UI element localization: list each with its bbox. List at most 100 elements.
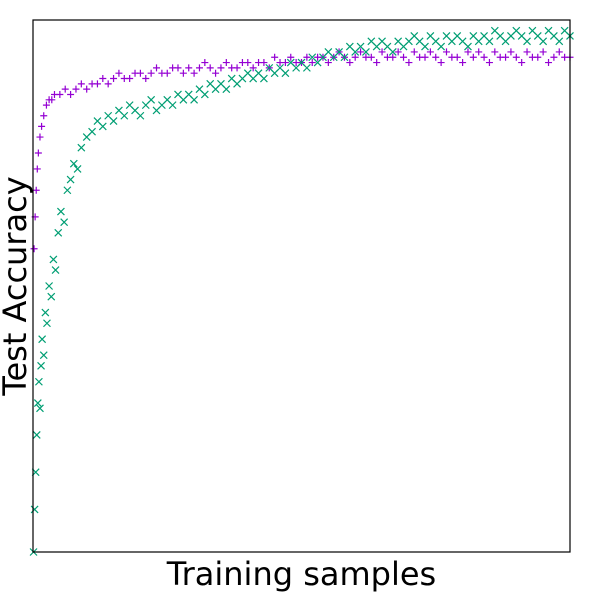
series-1-point-17 — [83, 85, 91, 93]
series-1-point-96 — [507, 48, 515, 56]
series-1-point-90 — [475, 48, 483, 56]
series-1-point-22 — [110, 75, 118, 83]
series-1-point-41 — [212, 69, 220, 77]
series-1-point-37 — [190, 69, 198, 77]
series-1-point-71 — [373, 59, 381, 67]
series-1-point-28 — [142, 75, 150, 83]
series-2-point-57 — [259, 74, 268, 83]
series-1-point-38 — [195, 64, 203, 72]
series-1-point-102 — [539, 48, 547, 56]
series-1-point-88 — [464, 48, 472, 56]
series-1-point-75 — [394, 48, 402, 56]
series-1-point-35 — [179, 69, 187, 77]
series-2-point-31 — [120, 111, 129, 120]
series-2-point-16 — [54, 228, 63, 237]
series-2-point-6 — [36, 404, 44, 413]
series-1-point-66 — [346, 59, 354, 67]
series-1-point-42 — [217, 64, 225, 72]
series-2-point-8 — [38, 335, 47, 344]
series-2-point-15 — [51, 266, 60, 274]
series-1-point-15 — [72, 85, 80, 93]
series-2-point-27 — [98, 122, 107, 131]
series-2-point-20 — [66, 175, 75, 184]
series-2-point-95 — [464, 42, 472, 51]
series-2 — [29, 26, 574, 556]
series-2-point-1 — [30, 505, 39, 514]
series-1-point-25 — [126, 75, 134, 83]
series-1-point-76 — [400, 53, 408, 61]
chart-marks — [29, 26, 574, 556]
series-2-point-12 — [45, 282, 54, 290]
series-1-point-47 — [244, 59, 252, 67]
series-1-point-91 — [480, 53, 488, 61]
series-1-point-10 — [48, 96, 56, 104]
series-2-point-61 — [281, 69, 290, 78]
series-2-point-19 — [63, 186, 72, 195]
series-1-point-89 — [469, 53, 477, 61]
series-1-point-83 — [437, 59, 445, 67]
series-1-point-30 — [153, 64, 161, 72]
series-1-point-36 — [185, 64, 193, 72]
series-1-point-3 — [33, 165, 41, 173]
series-1-point-74 — [389, 53, 397, 61]
series-2-point-65 — [302, 63, 311, 72]
series-2-point-99 — [485, 37, 494, 46]
series-2-point-5 — [34, 377, 43, 386]
series-2-point-36 — [147, 95, 156, 104]
series-2-point-25 — [88, 127, 96, 136]
series-1-point-82 — [432, 53, 440, 61]
series-2-point-106 — [523, 37, 531, 46]
series-1-point-86 — [453, 53, 461, 61]
series-2-point-81 — [388, 47, 397, 56]
series-2-point-13 — [47, 292, 56, 301]
series-1-point-105 — [555, 48, 563, 56]
series-1-point-27 — [136, 69, 144, 77]
series-2-point-4 — [33, 399, 42, 407]
series-2-point-22 — [73, 165, 82, 173]
series-1-point-97 — [512, 53, 520, 61]
series-1-point-70 — [367, 53, 375, 61]
series-1-point-8 — [42, 101, 50, 109]
series-1-point-87 — [459, 59, 467, 67]
series-1-point-14 — [67, 90, 75, 98]
series-1-point-5 — [36, 133, 44, 141]
series-2-point-109 — [539, 37, 548, 46]
series-2-point-7 — [37, 361, 45, 370]
series-2-point-72 — [340, 53, 349, 62]
series-1-point-29 — [147, 69, 155, 77]
series-1-point-81 — [426, 48, 434, 56]
series-2-point-87 — [421, 42, 429, 51]
series-1-point-52 — [271, 53, 279, 61]
series-1-point-92 — [485, 59, 493, 67]
series-1-point-32 — [163, 69, 171, 77]
series-1-point-13 — [61, 85, 69, 93]
series-2-point-3 — [32, 431, 41, 439]
series-1-point-55 — [287, 53, 295, 61]
series-1-point-101 — [534, 53, 542, 61]
series-1-point-103 — [545, 59, 553, 67]
series-1-point-19 — [93, 80, 101, 88]
plot-frame — [32, 19, 571, 553]
series-1-point-77 — [405, 59, 413, 67]
y-axis-label: Test Accuracy — [0, 176, 34, 396]
series-2-point-46 — [200, 90, 209, 99]
series-2-point-76 — [362, 47, 370, 56]
series-1-point-39 — [201, 59, 209, 67]
series-1-point-7 — [40, 112, 48, 120]
series-2-point-9 — [39, 351, 48, 360]
series-1-point-45 — [233, 64, 241, 72]
series-1-point-50 — [260, 59, 268, 67]
series-1-point-2 — [32, 186, 40, 194]
series-2-point-50 — [222, 85, 231, 94]
series-2-point-11 — [43, 319, 51, 328]
series-1-point-21 — [104, 80, 112, 88]
series-1-point-54 — [281, 59, 289, 67]
series-2-point-34 — [136, 111, 145, 120]
series-2-point-17 — [56, 207, 65, 216]
series-2-point-23 — [77, 143, 86, 152]
series-1-point-93 — [491, 48, 499, 56]
series-1-point-4 — [34, 149, 42, 157]
series-1-point-12 — [56, 90, 64, 98]
